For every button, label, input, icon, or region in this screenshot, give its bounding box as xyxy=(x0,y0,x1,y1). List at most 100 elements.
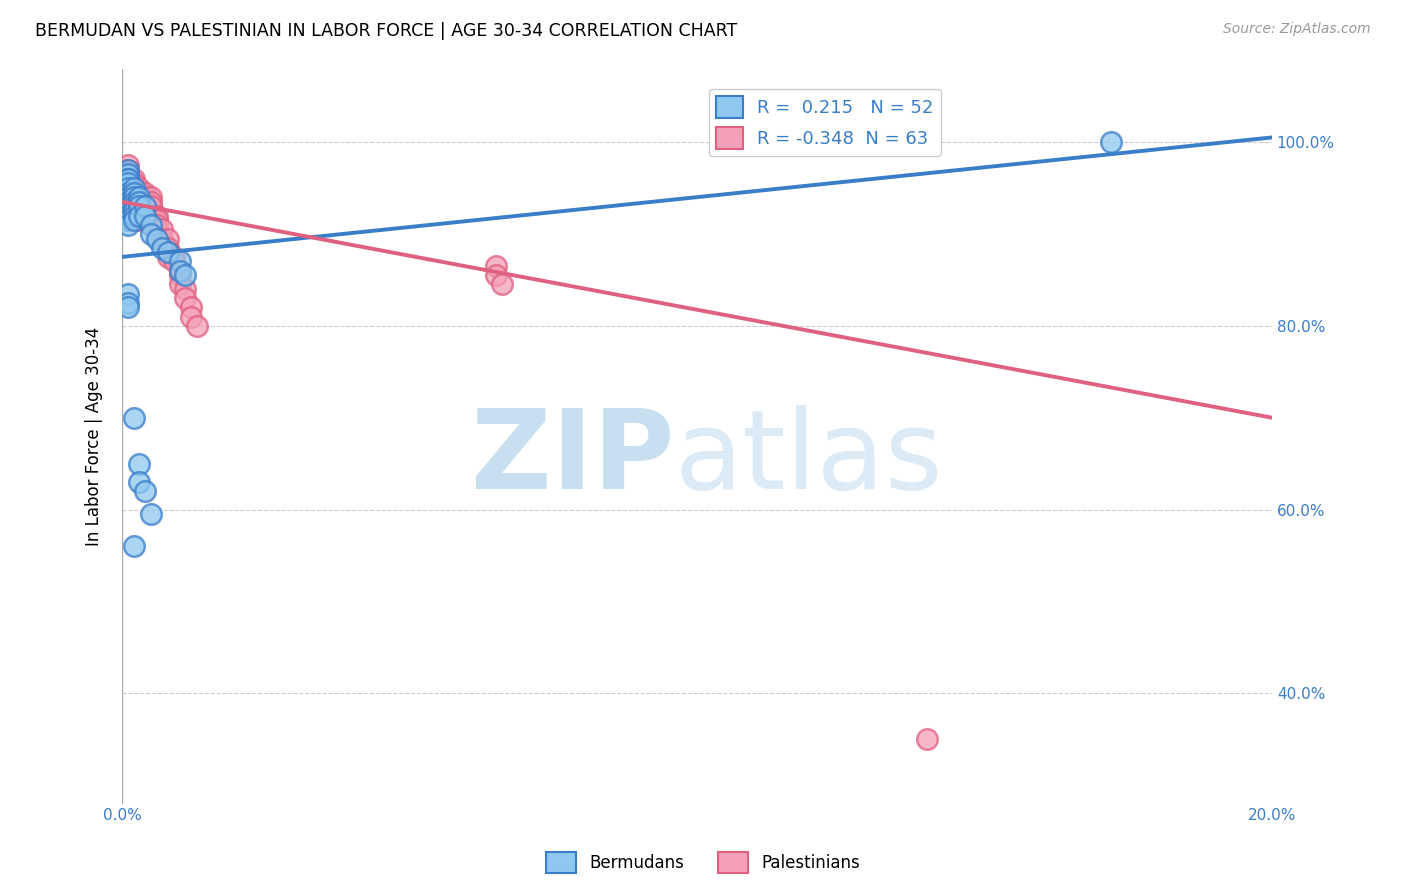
Point xyxy=(150,222,173,236)
Point xyxy=(117,190,139,204)
Point xyxy=(117,167,139,181)
Point xyxy=(145,222,167,236)
Point xyxy=(1099,135,1122,149)
Point xyxy=(122,199,145,213)
Point xyxy=(157,245,180,260)
Point xyxy=(139,194,162,209)
Point xyxy=(139,218,162,232)
Point xyxy=(111,171,134,186)
Point xyxy=(122,190,145,204)
Point xyxy=(128,203,150,218)
Point xyxy=(157,241,180,255)
Point xyxy=(117,190,139,204)
Point xyxy=(128,209,150,223)
Point xyxy=(174,282,197,296)
Point xyxy=(128,194,150,209)
Point xyxy=(117,162,139,177)
Point xyxy=(139,190,162,204)
Legend: R =  0.215   N = 52, R = -0.348  N = 63: R = 0.215 N = 52, R = -0.348 N = 63 xyxy=(709,88,941,156)
Point xyxy=(139,227,162,241)
Point xyxy=(139,209,162,223)
Text: atlas: atlas xyxy=(673,405,942,512)
Point xyxy=(180,301,202,315)
Point xyxy=(117,209,139,223)
Point xyxy=(117,162,139,177)
Point xyxy=(491,277,513,292)
Point xyxy=(915,732,938,747)
Point xyxy=(145,213,167,227)
Point xyxy=(111,177,134,191)
Point xyxy=(122,209,145,223)
Point xyxy=(174,291,197,305)
Point xyxy=(122,410,145,425)
Point xyxy=(122,181,145,195)
Point xyxy=(117,171,139,186)
Point xyxy=(117,177,139,191)
Point xyxy=(122,203,145,218)
Point xyxy=(134,186,156,200)
Text: BERMUDAN VS PALESTINIAN IN LABOR FORCE | AGE 30-34 CORRELATION CHART: BERMUDAN VS PALESTINIAN IN LABOR FORCE |… xyxy=(35,22,737,40)
Point xyxy=(117,194,139,209)
Point xyxy=(128,475,150,489)
Point xyxy=(139,218,162,232)
Point xyxy=(122,186,145,200)
Point xyxy=(134,209,156,223)
Point xyxy=(128,190,150,204)
Point xyxy=(128,457,150,471)
Point xyxy=(150,241,173,255)
Point xyxy=(117,194,139,209)
Point xyxy=(122,199,145,213)
Point xyxy=(111,171,134,186)
Point xyxy=(169,254,191,268)
Point xyxy=(111,177,134,191)
Legend: Bermudans, Palestinians: Bermudans, Palestinians xyxy=(540,846,866,880)
Point xyxy=(128,194,150,209)
Y-axis label: In Labor Force | Age 30-34: In Labor Force | Age 30-34 xyxy=(86,326,103,546)
Point xyxy=(111,162,134,177)
Point xyxy=(117,177,139,191)
Point xyxy=(174,268,197,283)
Point xyxy=(180,310,202,324)
Point xyxy=(128,186,150,200)
Point xyxy=(117,209,139,223)
Point xyxy=(117,218,139,232)
Point xyxy=(128,199,150,213)
Point xyxy=(163,250,186,264)
Point xyxy=(128,181,150,195)
Point xyxy=(485,259,508,273)
Point xyxy=(169,268,191,283)
Point xyxy=(111,167,134,181)
Point xyxy=(169,263,191,277)
Point xyxy=(111,171,134,186)
Point xyxy=(134,199,156,213)
Text: ZIP: ZIP xyxy=(471,405,673,512)
Point xyxy=(117,203,139,218)
Point xyxy=(117,158,139,172)
Point xyxy=(145,231,167,245)
Point xyxy=(117,213,139,227)
Point xyxy=(117,167,139,181)
Point xyxy=(122,186,145,200)
Point xyxy=(117,181,139,195)
Point xyxy=(145,209,167,223)
Point xyxy=(128,209,150,223)
Point xyxy=(150,231,173,245)
Point xyxy=(117,199,139,213)
Point xyxy=(122,190,145,204)
Point xyxy=(163,254,186,268)
Point xyxy=(134,190,156,204)
Point xyxy=(186,318,208,333)
Point xyxy=(139,213,162,227)
Point xyxy=(122,181,145,195)
Point xyxy=(117,186,139,200)
Point xyxy=(128,213,150,227)
Point xyxy=(128,199,150,213)
Point xyxy=(117,286,139,301)
Point xyxy=(485,268,508,283)
Point xyxy=(122,194,145,209)
Text: Source: ZipAtlas.com: Source: ZipAtlas.com xyxy=(1223,22,1371,37)
Point xyxy=(117,171,139,186)
Point xyxy=(128,190,150,204)
Point xyxy=(139,507,162,521)
Point xyxy=(122,539,145,553)
